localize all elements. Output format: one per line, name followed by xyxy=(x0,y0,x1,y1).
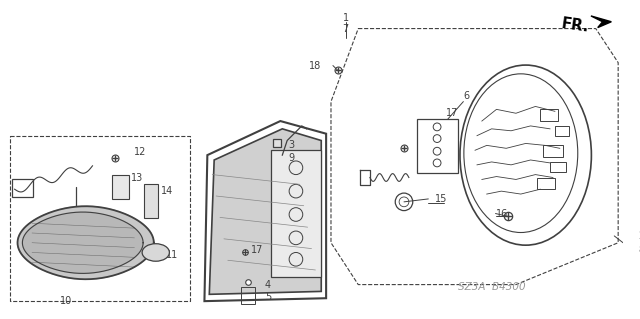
Text: 4: 4 xyxy=(265,279,271,290)
Text: SZ3A  B4300: SZ3A B4300 xyxy=(458,282,526,292)
Text: 7: 7 xyxy=(342,24,349,33)
Text: 16: 16 xyxy=(495,209,508,219)
Text: 10: 10 xyxy=(60,296,72,306)
Text: 17: 17 xyxy=(251,245,264,255)
Text: 2: 2 xyxy=(639,231,640,241)
Text: 14: 14 xyxy=(161,186,173,196)
Polygon shape xyxy=(17,206,154,279)
Text: 18: 18 xyxy=(309,61,321,70)
Text: 8: 8 xyxy=(639,245,640,255)
Text: 12: 12 xyxy=(134,147,147,157)
Ellipse shape xyxy=(142,244,170,261)
Text: 1: 1 xyxy=(342,13,349,23)
Text: 11: 11 xyxy=(166,250,178,260)
Text: 9: 9 xyxy=(288,153,294,163)
Text: 13: 13 xyxy=(131,173,143,182)
Polygon shape xyxy=(209,129,321,294)
Polygon shape xyxy=(22,212,143,273)
Text: 17: 17 xyxy=(446,108,458,118)
FancyBboxPatch shape xyxy=(144,184,157,219)
FancyBboxPatch shape xyxy=(112,174,129,199)
Text: 6: 6 xyxy=(463,91,470,101)
Text: 5: 5 xyxy=(265,292,271,302)
Text: FR.: FR. xyxy=(560,16,589,35)
Polygon shape xyxy=(591,16,611,27)
Text: 15: 15 xyxy=(435,194,447,204)
Text: 3: 3 xyxy=(288,140,294,150)
FancyBboxPatch shape xyxy=(271,150,321,277)
